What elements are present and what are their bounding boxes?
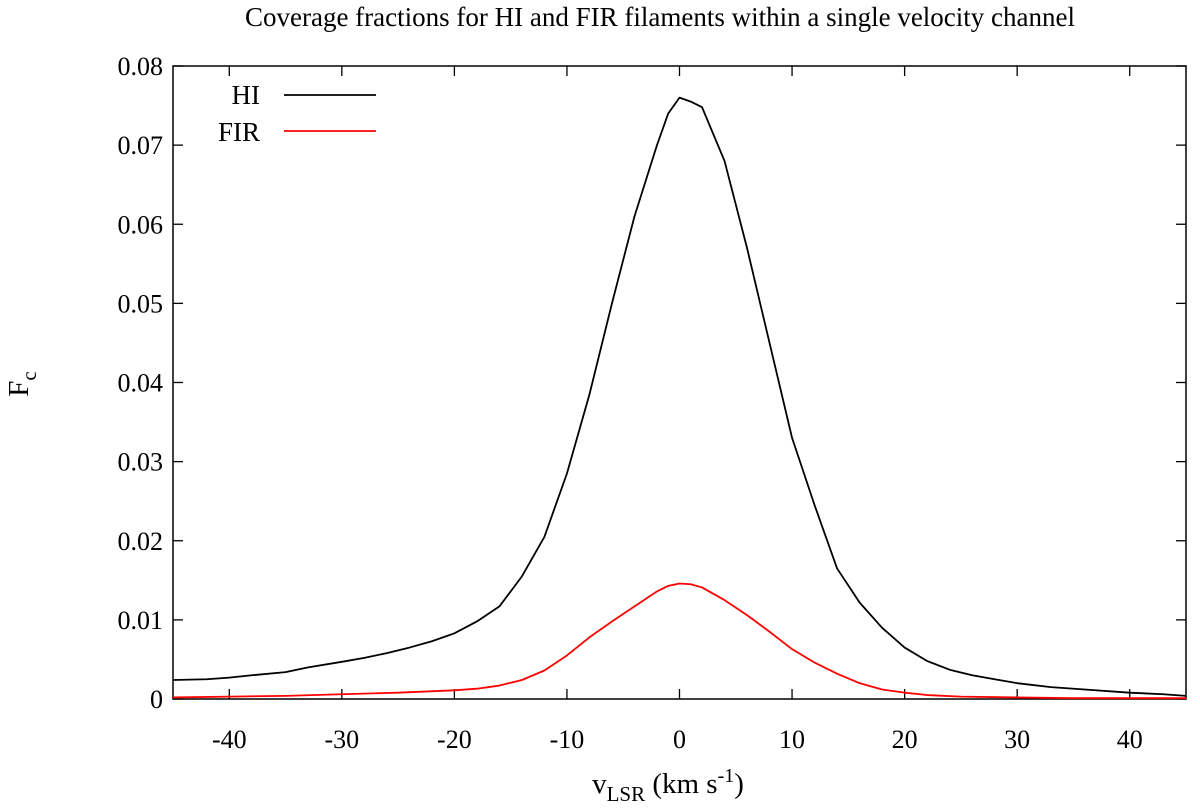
x-tick-label: 10 [779,725,805,754]
y-tick-label: 0.08 [118,52,164,81]
x-tick-label: -40 [212,725,247,754]
y-axis: 0 0.01 0.02 0.03 0.04 0.05 0.06 0.07 0.08 [118,52,1186,714]
y-tick-label: 0.03 [118,448,164,477]
x-tick-label: 20 [892,725,918,754]
x-tick-label: -10 [550,725,585,754]
legend-label-hi: HI [232,80,261,110]
x-tick-label: 40 [1117,725,1143,754]
x-axis-label-sub: LSR [607,782,646,806]
y-tick-label: 0.05 [118,289,164,318]
x-axis-label: vLSR (km s-1) [592,765,744,806]
plot-frame [172,65,1187,700]
y-tick-label: 0.02 [118,527,164,556]
legend: HI FIR [218,80,376,147]
y-tick-label: 0.06 [118,210,164,239]
y-tick-label: 0.01 [118,606,164,635]
x-axis-label-unit: (km s [645,768,718,800]
x-tick-label: 0 [673,725,686,754]
y-tick-label: 0.07 [118,131,164,160]
y-axis-label-main: F [3,381,35,397]
x-axis-label-exp: -1 [718,765,735,787]
x-axis-label-close: ) [734,768,744,800]
y-axis-label: Fc [3,371,41,396]
series-layer [172,96,1187,700]
y-tick-label: 0 [150,685,163,714]
y-axis-label-sub: c [17,371,41,380]
x-axis-label-main: v [592,768,607,800]
x-tick-label: -20 [437,725,472,754]
legend-label-fir: FIR [218,117,260,147]
y-tick-label: 0.04 [118,369,164,398]
chart-title: Coverage fractions for HI and FIR filame… [245,2,1075,32]
x-axis: -40 -30 -20 -10 0 10 20 30 40 [212,66,1143,754]
series-line-hi [172,96,1187,697]
series-line-fir [172,582,1186,700]
x-tick-label: -30 [324,725,359,754]
x-tick-label: 30 [1004,725,1030,754]
